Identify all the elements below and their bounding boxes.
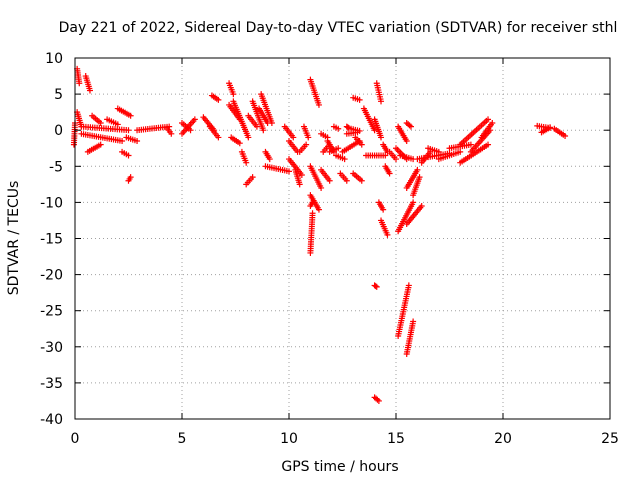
- data-point: [245, 134, 252, 141]
- chart-title: Day 221 of 2022, Sidereal Day-to-day VTE…: [59, 20, 618, 36]
- data-point: [335, 145, 342, 152]
- data-point: [191, 116, 198, 123]
- data-point: [386, 170, 393, 177]
- data-point: [393, 156, 399, 163]
- data-point: [286, 168, 292, 175]
- data-point: [307, 249, 314, 256]
- data-point: [467, 141, 474, 148]
- data-point: [358, 177, 365, 184]
- data-point: [371, 127, 378, 134]
- x-tick-label: 15: [387, 431, 405, 447]
- x-tick-label: 25: [601, 431, 619, 447]
- data-point: [187, 127, 194, 134]
- data-point: [127, 174, 134, 181]
- data-point: [344, 124, 351, 131]
- data-point: [70, 141, 77, 148]
- data-point: [315, 101, 322, 108]
- data-marks-layer: [70, 65, 569, 404]
- data-point: [266, 156, 273, 163]
- data-point: [341, 156, 348, 163]
- data-point: [372, 283, 379, 290]
- data-point: [547, 124, 554, 131]
- y-tick-label: 0: [54, 123, 63, 139]
- data-point: [127, 112, 134, 119]
- data-point: [134, 138, 141, 145]
- y-tick-label: 10: [45, 51, 63, 67]
- data-point: [303, 141, 310, 148]
- data-point: [384, 231, 391, 238]
- x-axis-label: GPS time / hours: [281, 459, 398, 475]
- y-tick-label: -5: [49, 159, 63, 175]
- data-point: [290, 134, 297, 141]
- data-point: [236, 140, 243, 147]
- y-tick-label: -30: [40, 340, 63, 356]
- x-tick-label: 10: [280, 431, 298, 447]
- data-point: [485, 116, 492, 123]
- data-point: [168, 130, 175, 137]
- data-point: [260, 127, 267, 134]
- data-point: [343, 177, 350, 184]
- data-point: [298, 171, 305, 178]
- data-point: [243, 159, 250, 166]
- data-point: [358, 141, 365, 148]
- data-point: [230, 91, 237, 98]
- data-point: [489, 119, 496, 126]
- data-point: [296, 181, 303, 188]
- data-point: [305, 134, 312, 141]
- data-point: [562, 132, 569, 139]
- data-point: [125, 127, 132, 134]
- data-point: [318, 184, 325, 191]
- data-point: [403, 138, 410, 145]
- data-point: [119, 138, 126, 145]
- grid-layer: [75, 58, 610, 419]
- data-point: [457, 148, 464, 155]
- data-point: [215, 96, 222, 103]
- data-point: [268, 119, 275, 126]
- data-point: [373, 283, 380, 290]
- y-tick-label: 5: [54, 87, 63, 103]
- y-tick-label: -40: [40, 412, 63, 428]
- data-point: [76, 80, 83, 87]
- data-point: [410, 318, 417, 325]
- data-point: [378, 134, 385, 141]
- data-point: [382, 152, 389, 159]
- x-tick-label: 5: [178, 431, 187, 447]
- data-point: [380, 206, 387, 213]
- data-point: [405, 282, 412, 289]
- data-point: [416, 174, 423, 181]
- data-point: [414, 166, 421, 173]
- y-tick-label: -15: [40, 232, 63, 248]
- data-point: [418, 203, 425, 210]
- data-point: [435, 148, 442, 155]
- y-tick-label: -20: [40, 268, 63, 284]
- y-axis-label: SDTVAR / TECUs: [6, 181, 22, 296]
- data-point: [407, 123, 414, 130]
- data-point: [378, 98, 385, 105]
- data-point: [114, 121, 121, 128]
- data-point: [86, 87, 93, 94]
- data-point: [356, 127, 363, 134]
- data-point: [315, 206, 322, 213]
- y-tick-label: -10: [40, 195, 63, 211]
- data-point: [215, 134, 222, 141]
- data-point: [97, 119, 104, 126]
- x-tick-label: 20: [494, 431, 512, 447]
- data-point: [335, 125, 342, 132]
- ticks-layer: 0 5 10 15 20 25 10 5 0 -5 -10 -15 -20 -25 -30 -35 -40: [40, 51, 619, 447]
- data-point: [356, 96, 363, 103]
- data-point: [326, 177, 333, 184]
- data-point: [375, 397, 382, 404]
- data-point: [97, 141, 104, 148]
- y-tick-label: -35: [40, 376, 63, 392]
- data-point: [249, 174, 256, 181]
- x-tick-label: 0: [71, 431, 80, 447]
- y-tick-label: -25: [40, 304, 63, 320]
- data-point: [485, 141, 492, 148]
- data-point: [125, 152, 132, 159]
- data-point: [410, 199, 417, 206]
